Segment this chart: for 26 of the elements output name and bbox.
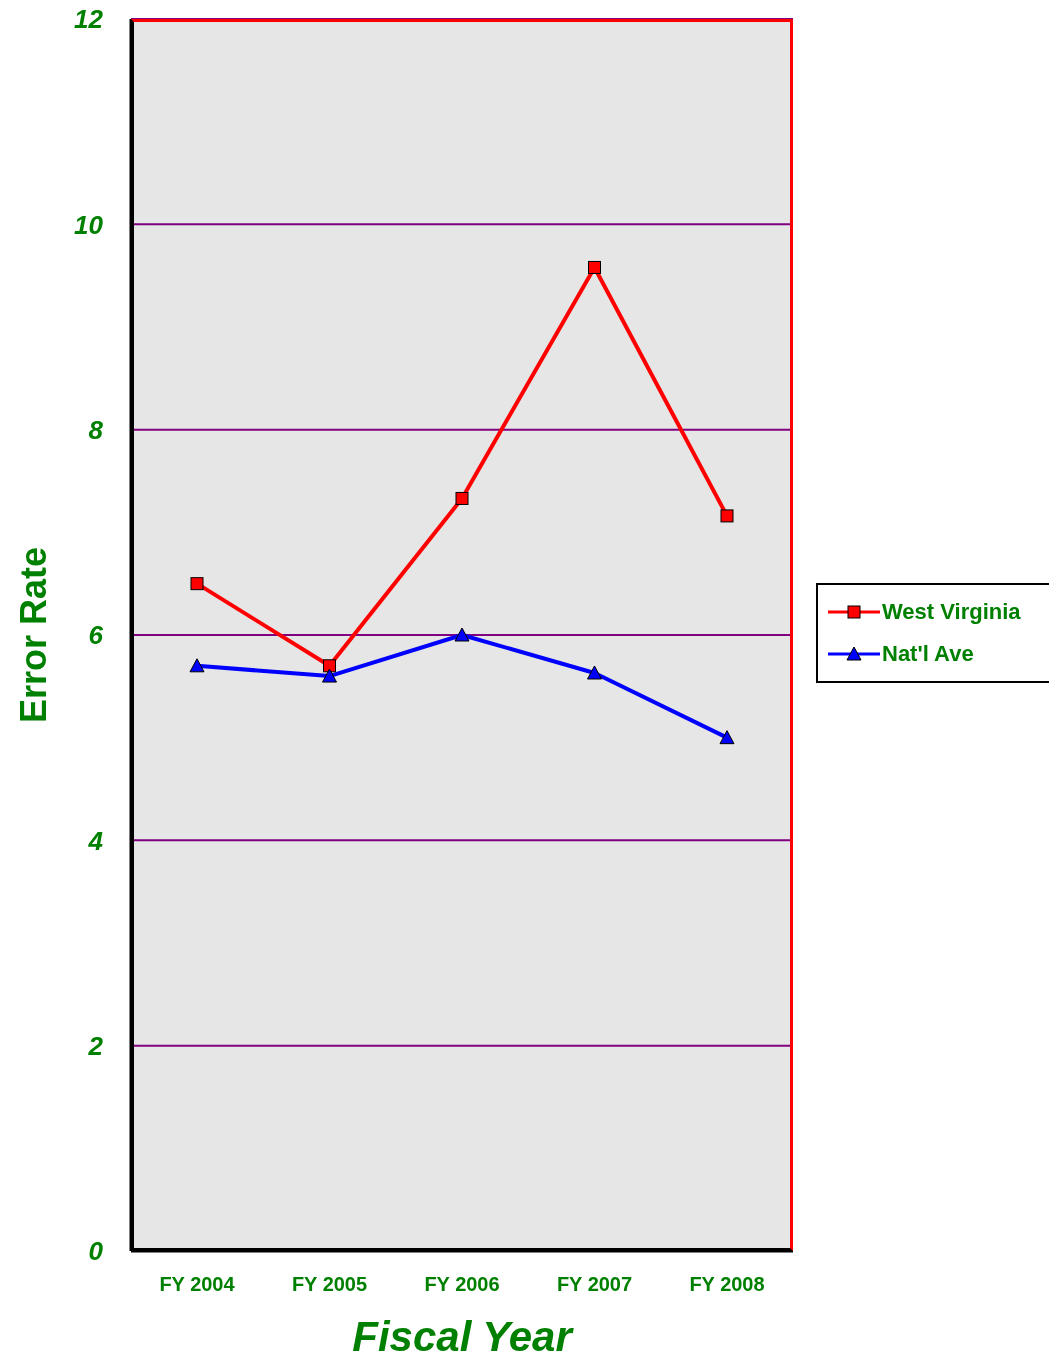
point <box>454 627 470 642</box>
x-tick-label: FY 2004 <box>159 1273 236 1296</box>
y-tick-label: 6 <box>88 620 104 651</box>
x-axis-title: Fiscal Year <box>352 1313 575 1357</box>
y-tick-label: 2 <box>87 1030 104 1061</box>
y-axis-title: Error Rate <box>12 546 54 724</box>
point <box>720 509 734 523</box>
point <box>587 665 602 680</box>
y-tick-label: 10 <box>74 209 104 240</box>
y-tick-label: 0 <box>88 1236 104 1267</box>
x-tick-label: FY 2006 <box>424 1273 500 1296</box>
point <box>189 658 205 673</box>
legend-label: West Virginia <box>882 599 1021 625</box>
x-tick-label: FY 2007 <box>556 1273 633 1296</box>
point <box>322 668 337 683</box>
point <box>190 577 204 591</box>
point <box>323 659 336 673</box>
y-tick-label: 4 <box>87 825 104 856</box>
point <box>455 491 469 505</box>
x-tick-label: FY 2008 <box>689 1273 765 1296</box>
point <box>719 730 735 745</box>
point <box>588 260 601 274</box>
y-tick-label: 8 <box>88 414 104 445</box>
y-tick-label: 12 <box>74 4 104 35</box>
x-tick-label: FY 2005 <box>291 1273 368 1296</box>
legend-label: Nat'l Ave <box>882 641 974 667</box>
